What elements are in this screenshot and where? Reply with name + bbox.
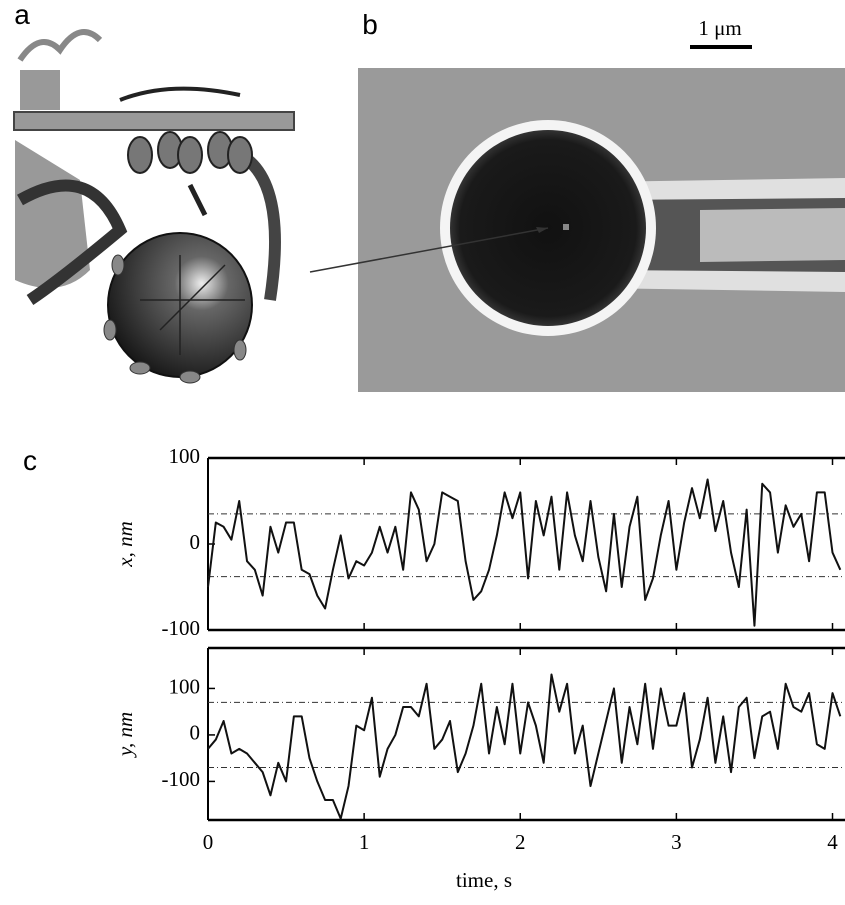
y-tick-label: 0 <box>190 530 201 554</box>
micrograph <box>358 68 845 392</box>
data-line <box>207 478 842 627</box>
y-tick-label: 0 <box>190 721 201 745</box>
y-axis-label: x, nm <box>113 521 137 568</box>
panel-label: b <box>362 9 378 40</box>
arrow-head <box>536 227 548 233</box>
pointer-arrow <box>309 227 549 273</box>
x-tick-label: 4 <box>827 830 838 854</box>
cell-illustration <box>13 29 295 384</box>
panel-label: c <box>23 445 37 476</box>
x-axis-label: time, s <box>456 868 512 892</box>
x-tick-label: 2 <box>515 830 526 854</box>
y-tick-label: 100 <box>169 674 201 698</box>
y-tick-label: -100 <box>162 616 201 640</box>
y-tick-label: 100 <box>169 444 201 468</box>
x-tick-label: 0 <box>203 830 214 854</box>
scale-bar-label: 1 μm <box>698 16 741 40</box>
y-axis-label: y, nm <box>113 712 137 758</box>
data-line <box>207 673 842 820</box>
x-tick-label: 1 <box>359 830 370 854</box>
x-tick-label: 3 <box>671 830 682 854</box>
panel-label: a <box>14 0 30 30</box>
y-tick-label: -100 <box>162 767 201 791</box>
